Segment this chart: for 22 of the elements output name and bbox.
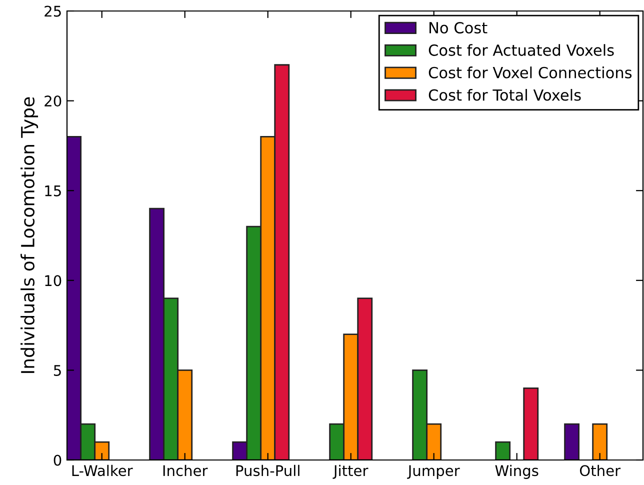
bar	[592, 423, 608, 460]
legend-label: Cost for Actuated Voxels	[428, 44, 614, 56]
bar	[564, 423, 580, 460]
y-tick-label: 10	[45, 275, 62, 286]
legend-label: Cost for Voxel Connections	[428, 66, 632, 78]
bar	[495, 441, 511, 460]
y-tick-label: 25	[44, 6, 61, 17]
x-tick-label: Push-Pull	[236, 464, 300, 476]
x-tick-label: Other	[580, 464, 621, 476]
y-tick-label: 0	[54, 454, 62, 466]
legend-label: Cost for Total Voxels	[428, 88, 581, 101]
y-tick-label: 5	[54, 365, 61, 376]
y-tick-label: 15	[45, 186, 61, 196]
legend-label: No Cost	[430, 22, 488, 34]
bar	[523, 387, 539, 460]
x-tick-label: Incher	[163, 464, 208, 476]
x-tick-label: L-Walker	[72, 464, 133, 476]
x-tick-label: Wings	[495, 464, 538, 479]
y-axis-title: Individuals of Locomotion Type	[20, 97, 38, 373]
y-tick-label: 20	[44, 96, 62, 107]
x-tick-label: Jumper	[407, 465, 460, 479]
x-tick-label: Jitter	[332, 464, 368, 479]
